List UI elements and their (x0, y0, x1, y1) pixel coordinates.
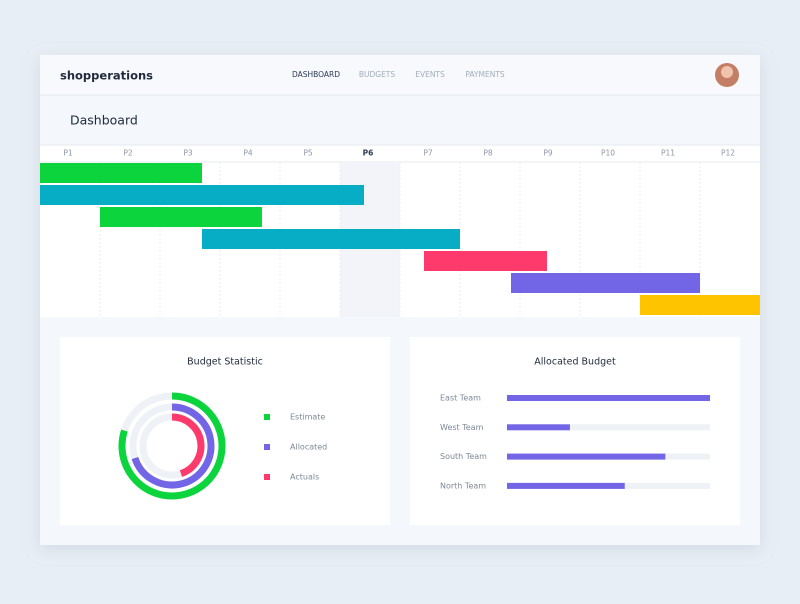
avatar-face (721, 66, 733, 78)
card-title: Allocated Budget (534, 357, 616, 368)
gantt-bar[interactable] (202, 229, 460, 249)
allocated-budget-card (410, 337, 740, 525)
bar-track (507, 424, 710, 431)
period-label: P9 (543, 149, 553, 158)
period-label: P5 (303, 149, 313, 158)
legend-swatch (264, 444, 270, 450)
ring-arc (131, 403, 215, 489)
legend-swatch (264, 414, 270, 420)
period-label: P6 (363, 149, 374, 158)
nav-item[interactable]: BUDGETS (359, 70, 396, 79)
legend-swatch (264, 474, 270, 480)
period-label: P3 (183, 149, 193, 158)
team-label: West Team (440, 423, 484, 432)
gantt-bar[interactable] (100, 207, 262, 227)
budget-statistic-card (60, 337, 390, 525)
gantt-bar[interactable] (511, 273, 700, 293)
period-label: P2 (123, 149, 133, 158)
legend-label: Estimate (290, 413, 325, 422)
period-label: P1 (63, 149, 73, 158)
gantt-bar[interactable] (40, 163, 202, 183)
period-label: P8 (483, 149, 493, 158)
card-title: Budget Statistic (187, 357, 263, 368)
legend-label: Allocated (290, 443, 327, 452)
gantt-bar[interactable] (424, 251, 547, 271)
team-label: South Team (440, 452, 487, 461)
header-bar (40, 55, 760, 95)
team-bar (507, 424, 570, 431)
gantt-bar[interactable] (640, 295, 760, 315)
team-label: North Team (440, 481, 486, 490)
nav-item[interactable]: PAYMENTS (465, 70, 505, 79)
period-label: P11 (661, 149, 675, 158)
period-label: P4 (243, 149, 253, 158)
team-bar (507, 453, 666, 460)
period-label: P7 (423, 149, 433, 158)
period-label: P10 (601, 149, 615, 158)
team-bar (507, 395, 710, 401)
nav-item[interactable]: DASHBOARD (292, 70, 340, 79)
gantt-bar[interactable] (40, 185, 364, 205)
ring-arc (171, 413, 205, 477)
legend-label: Actuals (290, 473, 319, 482)
team-bar (507, 482, 625, 489)
nav-item[interactable]: EVENTS (415, 70, 445, 79)
brand[interactable]: shopperations (60, 69, 153, 83)
team-label: East Team (440, 394, 481, 403)
period-label: P12 (721, 149, 735, 158)
ring-arc (118, 392, 226, 500)
page-title: Dashboard (70, 113, 138, 128)
